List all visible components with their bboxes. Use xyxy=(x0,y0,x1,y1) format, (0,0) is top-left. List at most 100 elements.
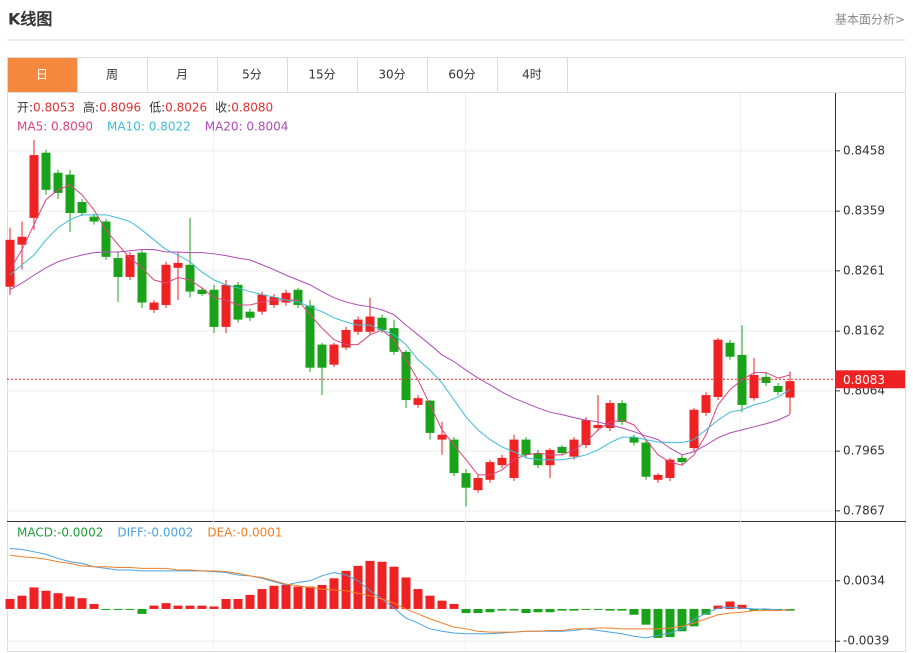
y-tick-label: 0.0034 xyxy=(843,573,885,587)
macd-bar xyxy=(473,608,483,614)
candle-body xyxy=(713,339,723,397)
tab-label[interactable]: 月 xyxy=(176,68,188,82)
candle-body xyxy=(281,292,291,303)
macd-bar xyxy=(317,584,327,609)
y-tick-label: 0.7867 xyxy=(843,503,885,517)
candle-body xyxy=(149,302,159,310)
chart-frame xyxy=(7,57,906,652)
macd-bar xyxy=(365,560,375,609)
macd-bar xyxy=(281,584,291,609)
candle-body xyxy=(641,442,651,477)
candle-body xyxy=(17,236,27,245)
candle-body xyxy=(473,477,483,491)
tab[interactable] xyxy=(77,57,148,93)
quote-label: 开: xyxy=(17,101,33,115)
candle-body xyxy=(749,375,759,399)
candle-body xyxy=(209,289,219,327)
y-tick-label: 0.8261 xyxy=(843,263,885,277)
y-tick-label: 0.8458 xyxy=(843,143,885,157)
candle-body xyxy=(485,462,495,480)
candle-body xyxy=(701,395,711,413)
macd-bar xyxy=(17,595,27,609)
tab[interactable] xyxy=(357,57,428,93)
candle-body xyxy=(557,446,567,453)
macd-bar xyxy=(617,608,627,611)
macd-bar xyxy=(677,608,687,632)
macd-bar xyxy=(89,603,99,609)
tab-label[interactable]: 5分 xyxy=(242,68,262,82)
macd-bar xyxy=(293,586,303,609)
tab-label[interactable]: 30分 xyxy=(378,68,405,82)
macd-bar xyxy=(101,608,111,610)
tab-label[interactable]: 60分 xyxy=(448,68,475,82)
candle-body xyxy=(341,329,351,348)
macd-bar xyxy=(497,608,507,611)
macd-bar xyxy=(641,608,651,625)
macd-bar xyxy=(557,608,567,611)
macd-bar xyxy=(245,594,255,609)
macd-bar xyxy=(377,561,387,609)
tab[interactable] xyxy=(497,57,568,93)
candle-body xyxy=(113,258,123,277)
candle-body xyxy=(593,424,603,429)
tab[interactable] xyxy=(7,57,78,93)
macd-bar xyxy=(113,608,123,610)
candle-body xyxy=(533,452,543,466)
legend-entry: DIFF:-0.0002 xyxy=(117,526,193,540)
candle-body xyxy=(353,319,363,332)
macd-bar xyxy=(29,587,39,609)
candle-body xyxy=(221,284,231,327)
macd-bar xyxy=(509,608,519,611)
candle-body xyxy=(233,284,243,320)
ma-line xyxy=(9,249,791,456)
candle-body xyxy=(53,172,63,193)
tab-label[interactable]: 15分 xyxy=(308,68,335,82)
candle-body xyxy=(581,420,591,446)
candle-body xyxy=(605,403,615,429)
candle-body xyxy=(185,264,195,292)
macd-bar xyxy=(161,603,171,609)
fundamental-link[interactable]: 基本面分析> xyxy=(835,13,905,27)
tab-label[interactable]: 4时 xyxy=(522,68,542,82)
candle-body xyxy=(137,252,147,303)
macd-bar xyxy=(341,570,351,609)
tab-label[interactable]: 日 xyxy=(36,68,48,82)
macd-bar xyxy=(701,608,711,615)
macd-bar xyxy=(269,585,279,609)
tab[interactable] xyxy=(287,57,358,93)
tab[interactable] xyxy=(147,57,218,93)
candle-body xyxy=(761,376,771,383)
macd-bar xyxy=(77,598,87,609)
candle-body xyxy=(725,342,735,357)
candle-body xyxy=(773,385,783,393)
candle-body xyxy=(65,174,75,213)
candle-body xyxy=(245,311,255,318)
candle-body xyxy=(317,344,327,368)
macd-bar xyxy=(185,605,195,609)
macd-bar xyxy=(329,578,339,609)
macd-bar xyxy=(389,566,399,609)
macd-bar xyxy=(137,608,147,614)
macd-bar xyxy=(209,606,219,609)
macd-bar xyxy=(725,601,735,609)
candle-body xyxy=(569,439,579,457)
ma-line xyxy=(9,214,791,461)
macd-bar xyxy=(401,577,411,609)
candle-body xyxy=(77,202,87,213)
macd-bar xyxy=(221,599,231,609)
candle-body xyxy=(437,434,447,440)
macd-bar xyxy=(197,605,207,609)
page-title: K线图 xyxy=(8,10,52,29)
candle-body xyxy=(677,457,687,463)
tab-label[interactable]: 周 xyxy=(106,68,118,82)
macd-bar xyxy=(41,590,51,609)
candle-body xyxy=(101,221,111,257)
macd-bar xyxy=(233,599,243,609)
candle-body xyxy=(617,403,627,422)
candle-body xyxy=(365,316,375,332)
candle-body xyxy=(293,289,303,305)
tab[interactable] xyxy=(217,57,288,93)
last-price-label: 0.8083 xyxy=(843,373,885,387)
